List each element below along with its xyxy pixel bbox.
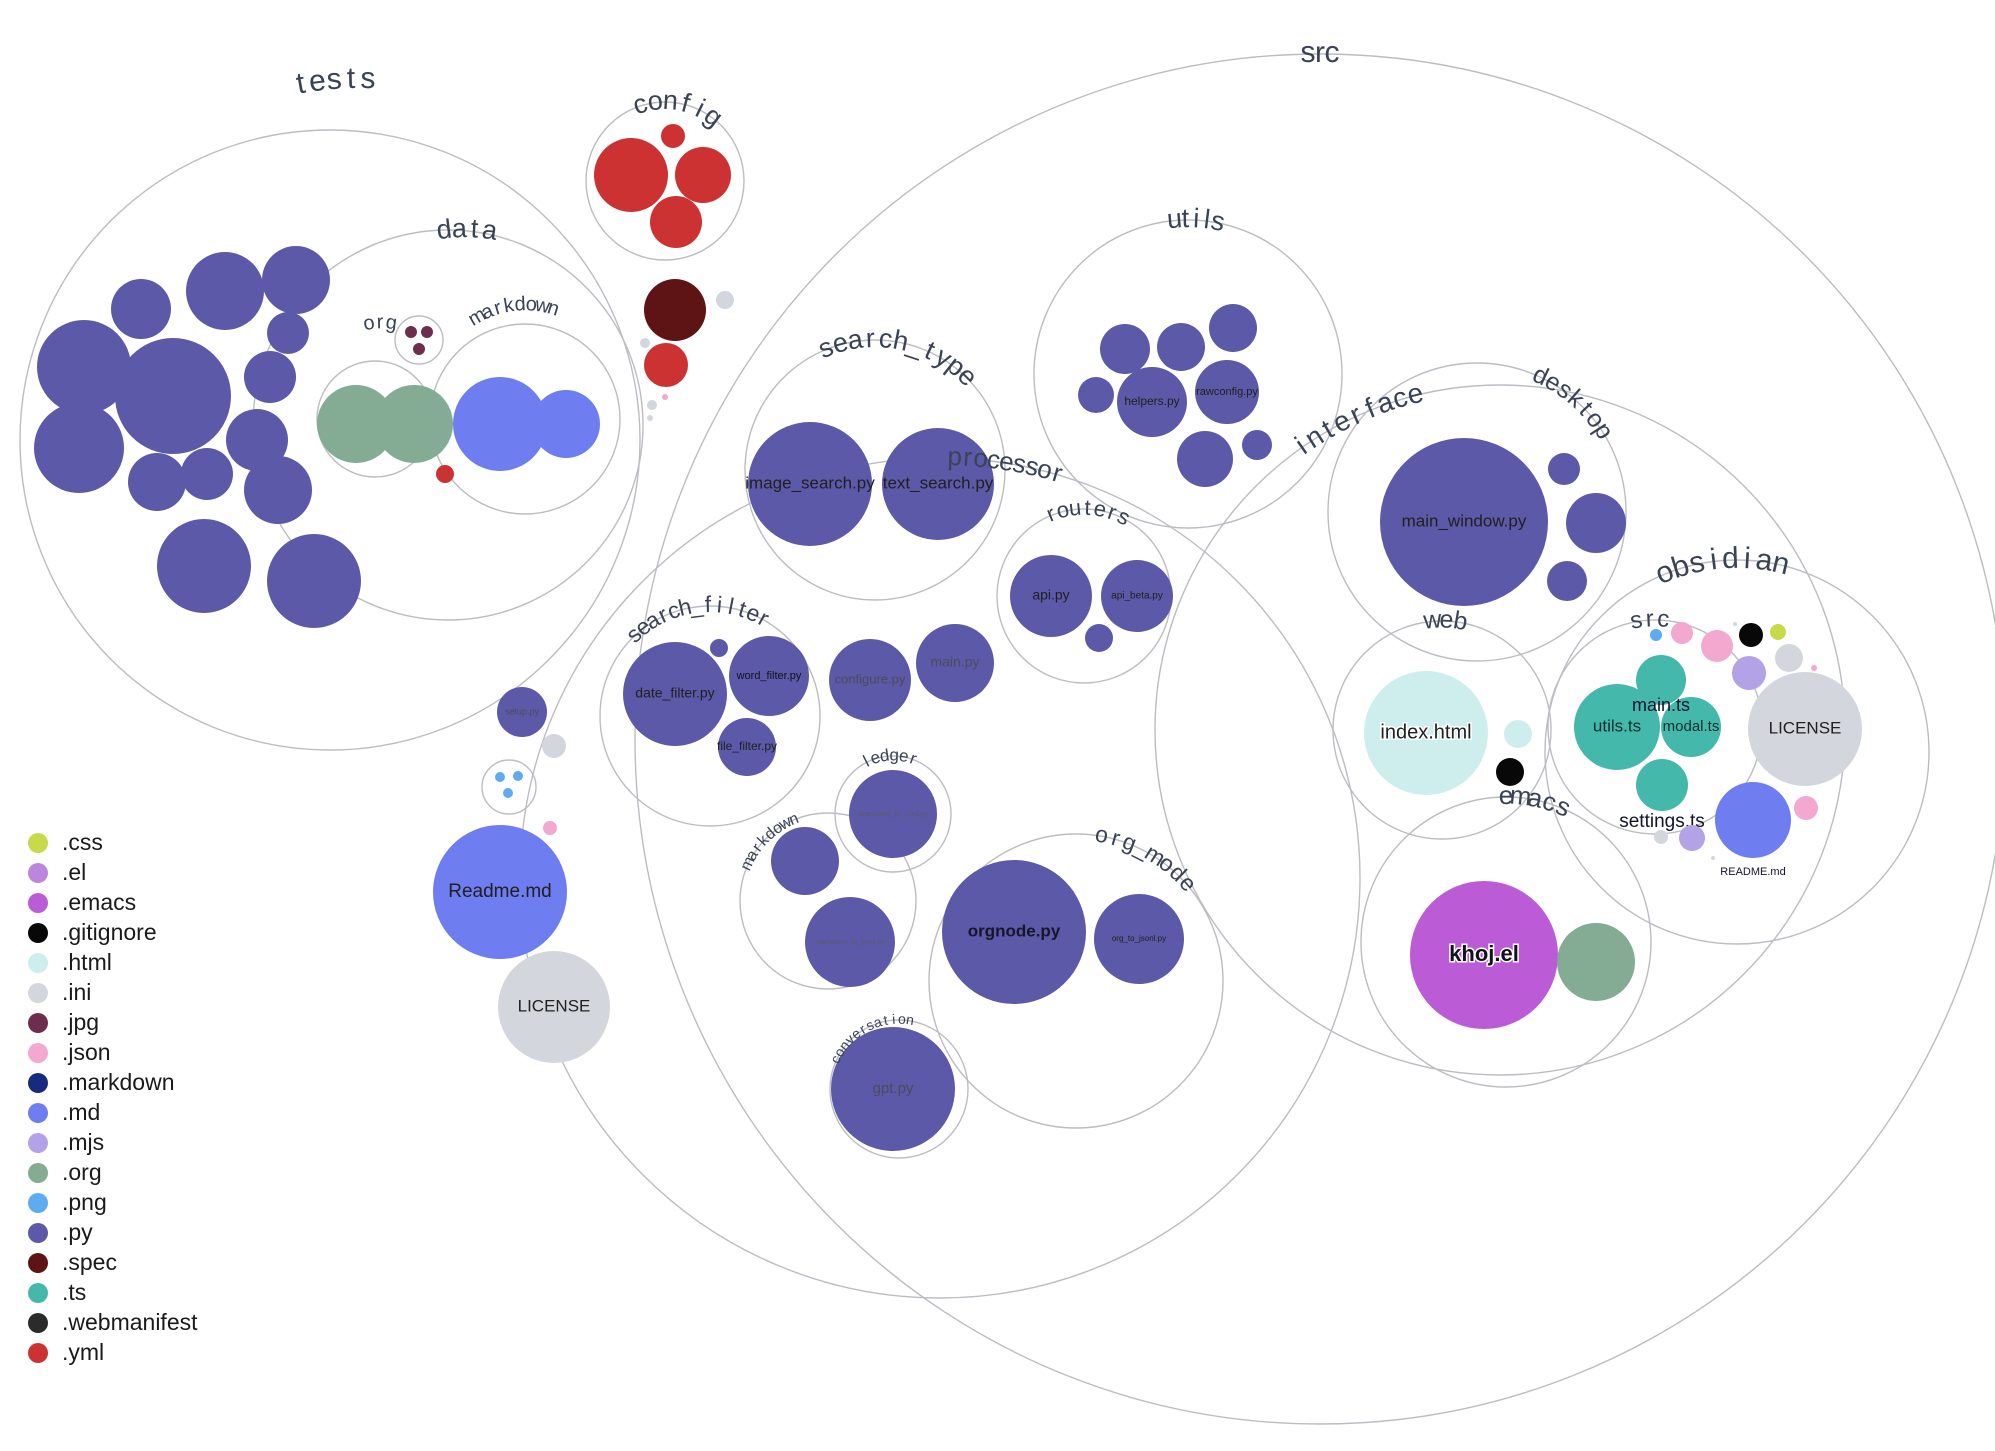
svg-text:utils.ts: utils.ts bbox=[1593, 716, 1641, 735]
svg-text:.md: .md bbox=[62, 1099, 100, 1125]
svg-text:.json: .json bbox=[62, 1039, 111, 1065]
svg-text:api_beta.py: api_beta.py bbox=[1111, 591, 1163, 602]
svg-text:s: s bbox=[1300, 36, 1316, 69]
svg-text:.markdown: .markdown bbox=[62, 1069, 174, 1095]
svg-text:.ts: .ts bbox=[62, 1279, 86, 1305]
svg-text:helpers.py: helpers.py bbox=[1124, 394, 1179, 408]
svg-text:.html: .html bbox=[62, 949, 112, 975]
svg-text:beancount_to_jsonl.py: beancount_to_jsonl.py bbox=[858, 811, 929, 818]
svg-text:.el: .el bbox=[62, 859, 86, 885]
svg-text:gpt.py: gpt.py bbox=[873, 1080, 914, 1097]
svg-text:t: t bbox=[1084, 495, 1091, 520]
svg-text:p: p bbox=[947, 441, 963, 471]
svg-text:.yml: .yml bbox=[62, 1339, 104, 1365]
svg-text:modal.ts: modal.ts bbox=[1663, 718, 1720, 735]
svg-text:Readme.md: Readme.md bbox=[448, 881, 552, 902]
svg-text:.png: .png bbox=[62, 1189, 107, 1215]
svg-text:.spec: .spec bbox=[62, 1249, 117, 1275]
svg-text:c: c bbox=[1656, 605, 1670, 633]
svg-text:api.py: api.py bbox=[1032, 587, 1069, 603]
svg-text:t: t bbox=[346, 62, 356, 95]
svg-text:.mjs: .mjs bbox=[62, 1129, 104, 1155]
svg-text:s: s bbox=[360, 62, 376, 95]
svg-text:t: t bbox=[1181, 203, 1190, 233]
svg-text:image_search.py: image_search.py bbox=[745, 473, 875, 492]
svg-text:.emacs: .emacs bbox=[62, 889, 136, 915]
svg-text:.py: .py bbox=[62, 1219, 93, 1245]
svg-text:org_to_jsonl.py: org_to_jsonl.py bbox=[1112, 934, 1166, 943]
svg-text:r: r bbox=[865, 323, 875, 353]
svg-text:.ini: .ini bbox=[62, 979, 91, 1005]
svg-text:file_filter.py: file_filter.py bbox=[717, 739, 777, 753]
svg-text:index.html: index.html bbox=[1380, 721, 1471, 743]
svg-text:d: d bbox=[1722, 542, 1740, 576]
svg-text:word_filter.py: word_filter.py bbox=[736, 670, 802, 682]
svg-text:LICENSE: LICENSE bbox=[1769, 718, 1842, 737]
svg-text:README.md: README.md bbox=[1720, 866, 1785, 878]
svg-text:r: r bbox=[1645, 605, 1654, 632]
svg-text:orgnode.py: orgnode.py bbox=[968, 921, 1061, 940]
svg-text:n: n bbox=[662, 85, 679, 116]
svg-text:s: s bbox=[325, 62, 342, 96]
svg-text:u: u bbox=[1068, 495, 1083, 521]
svg-text:setup.py: setup.py bbox=[505, 706, 540, 716]
svg-text:LICENSE: LICENSE bbox=[518, 996, 591, 1015]
svg-text:configure.py: configure.py bbox=[835, 671, 906, 686]
svg-text:a: a bbox=[451, 213, 468, 244]
svg-text:.jpg: .jpg bbox=[62, 1009, 99, 1035]
svg-text:.gitignore: .gitignore bbox=[62, 919, 157, 945]
svg-text:khoj.el: khoj.el bbox=[1449, 941, 1519, 966]
svg-text:main_window.py: main_window.py bbox=[1402, 511, 1527, 530]
svg-text:.org: .org bbox=[62, 1159, 102, 1185]
svg-text:main.py: main.py bbox=[930, 654, 979, 670]
svg-text:markdown_to_jsonl.py: markdown_to_jsonl.py bbox=[815, 939, 885, 946]
svg-text:r: r bbox=[376, 311, 384, 333]
svg-text:rawconfig.py: rawconfig.py bbox=[1196, 386, 1258, 398]
svg-text:f: f bbox=[704, 591, 711, 617]
svg-text:c: c bbox=[1324, 36, 1340, 69]
svg-text:.webmanifest: .webmanifest bbox=[62, 1309, 198, 1335]
svg-text:text_search.py: text_search.py bbox=[883, 473, 994, 492]
svg-text:date_filter.py: date_filter.py bbox=[635, 685, 714, 701]
svg-text:main.ts: main.ts bbox=[1632, 695, 1690, 715]
svg-text:.css: .css bbox=[62, 829, 103, 855]
